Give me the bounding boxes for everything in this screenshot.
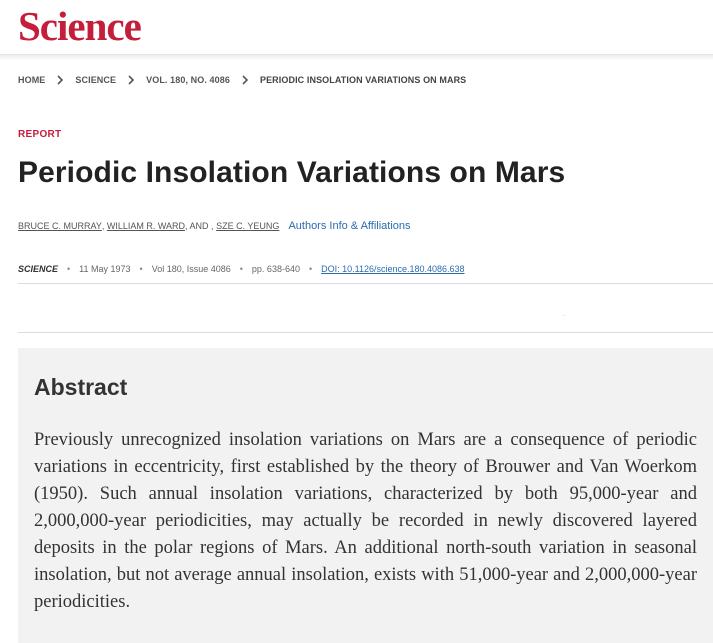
article-type: REPORT [18, 129, 62, 140]
breadcrumb-science[interactable]: SCIENCE [75, 75, 117, 85]
volume-issue[interactable]: Vol 180, Issue 4086 [151, 264, 231, 274]
breadcrumb: HOME SCIENCE VOL. 180, NO. 4086 PERIODIC… [18, 74, 466, 86]
meta-separator: • [308, 264, 313, 274]
meta-separator: • [139, 264, 143, 274]
breadcrumb-volume[interactable]: VOL. 180, NO. 4086 [146, 75, 230, 85]
meta-separator: • [67, 264, 71, 274]
chevron-right-icon [128, 75, 135, 85]
abstract-heading: Abstract [34, 374, 128, 400]
meta-separator: • [239, 264, 243, 274]
science-logo[interactable]: Science [18, 3, 142, 49]
author-link[interactable]: BRUCE C. MURRAY [18, 221, 102, 231]
divider [18, 332, 713, 333]
divider [18, 283, 713, 284]
author-link[interactable]: WILLIAM R. WARD [106, 221, 186, 231]
header-shadow [0, 55, 713, 61]
page-title: Periodic Insolation Variations on Mars [18, 156, 566, 189]
breadcrumb-current: PERIODIC INSOLATION VARIATIONS ON MARS [259, 75, 467, 85]
affiliations-link[interactable]: Authors Info & Affiliations [288, 220, 411, 232]
author-separator: , [101, 221, 105, 231]
breadcrumb-home[interactable]: HOME [18, 75, 46, 85]
abstract-text: Previously unrecognized insolation varia… [34, 430, 697, 612]
author-separator: , AND , [185, 221, 214, 231]
doi-link[interactable]: DOI: 10.1126/science.180.4086.638 [321, 264, 465, 274]
abstract-section: Abstract Previously unrecognized insolat… [18, 348, 713, 643]
author-link[interactable]: SZE C. YEUNG [216, 221, 280, 231]
chevron-right-icon [57, 75, 64, 85]
site-header: Science [0, 0, 713, 55]
chevron-right-icon [242, 75, 249, 85]
publish-date: 11 May 1973 [79, 264, 131, 274]
toolbar-placeholder: . [563, 312, 565, 318]
journal-name: SCIENCE [18, 264, 59, 274]
publication-meta: SCIENCE • 11 May 1973 • Vol 180, Issue 4… [18, 264, 465, 274]
page-range: pp. 638-640 [251, 264, 300, 274]
author-list: BRUCE C. MURRAY , WILLIAM R. WARD , AND … [18, 220, 411, 232]
